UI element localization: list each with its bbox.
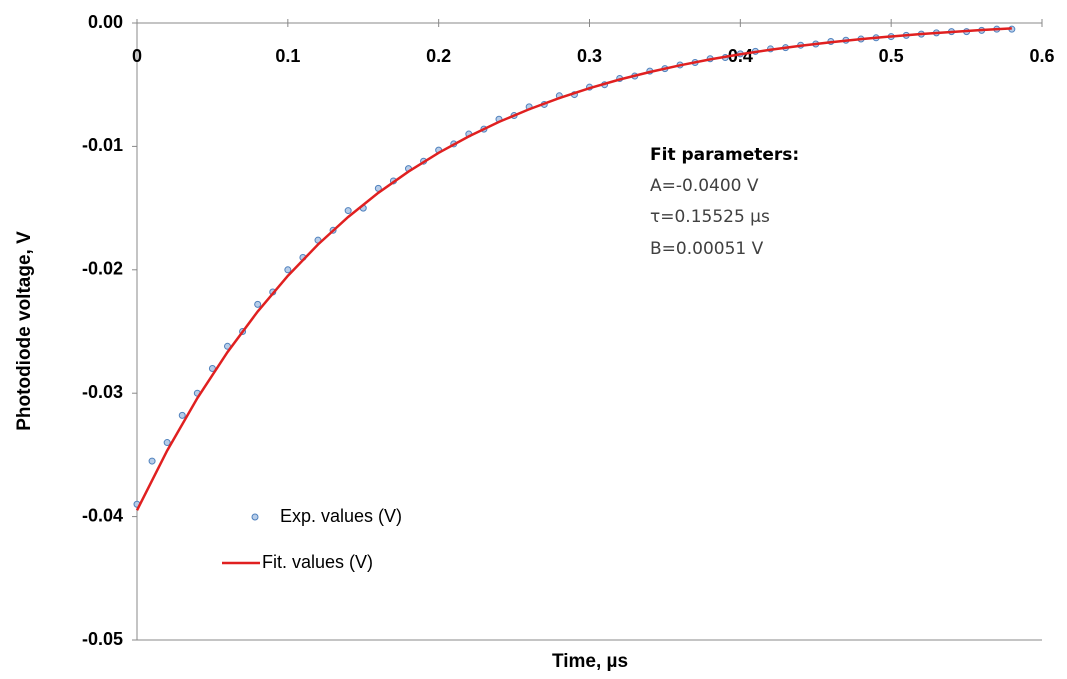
legend-marker [251,513,259,521]
x-axis-label: Time, µs [552,651,628,672]
data-point [148,457,156,465]
y-tick-label: -0.01 [82,135,123,155]
y-tick-label: -0.03 [82,382,123,402]
x-tick-label: 0.6 [1029,46,1054,66]
y-tick-label: -0.02 [82,259,123,279]
fit-line [135,27,1012,511]
y-tick-label: -0.05 [82,629,123,649]
legend-label: Fit. values (V) [262,552,373,572]
x-tick-label: 0 [132,46,142,66]
data-point [254,300,262,308]
data-point [163,439,171,447]
annotation: B=0.00051 V [650,239,764,259]
annotation: Fit parameters: [650,145,799,165]
data-point [284,266,292,274]
data-point [178,411,186,419]
y-tick-label: -0.04 [82,505,123,525]
x-tick-label: 0.2 [426,46,451,66]
data-point [344,207,352,215]
x-tick-label: 0.1 [275,46,300,66]
annotation: A=-0.0400 V [650,176,759,196]
x-tick-label: 0.5 [879,46,904,66]
legend-label: Exp. values (V) [280,506,402,526]
x-tick-label: 0.3 [577,46,602,66]
y-tick-label: 0.00 [88,12,123,32]
annotation: τ=0.15525 µs [650,207,770,227]
y-axis-label: Photodiode voltage, V [14,231,35,431]
